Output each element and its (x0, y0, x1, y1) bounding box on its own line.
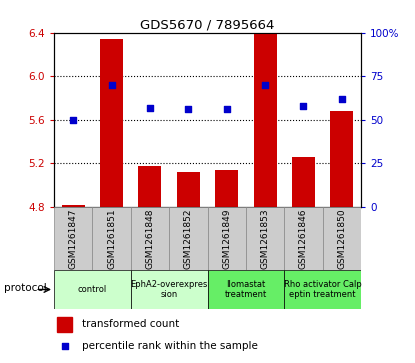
Bar (330, 111, 354, 207)
Text: GSM1261847: GSM1261847 (68, 208, 78, 269)
Text: GSM1261851: GSM1261851 (107, 208, 116, 269)
Bar (215, 170, 238, 207)
Text: GSM1261846: GSM1261846 (299, 208, 308, 269)
Bar (284, 270, 361, 309)
Bar (323, 207, 361, 270)
Bar (254, 5, 276, 207)
Bar (131, 270, 208, 309)
Bar (57, 317, 72, 332)
Bar (169, 207, 208, 270)
Point (108, 82, 115, 88)
Point (70, 117, 76, 123)
Text: transformed count: transformed count (82, 319, 179, 329)
Text: Ilomastat
treatment: Ilomastat treatment (225, 280, 267, 299)
Bar (54, 207, 92, 270)
Bar (208, 207, 246, 270)
Bar (246, 207, 284, 270)
Bar (208, 270, 284, 309)
Text: Rho activator Calp
eptin treatment: Rho activator Calp eptin treatment (284, 280, 361, 299)
Point (300, 103, 307, 109)
Bar (292, 157, 315, 207)
Text: GSM1261848: GSM1261848 (145, 208, 154, 269)
Bar (177, 172, 200, 207)
Point (262, 82, 269, 88)
Point (223, 106, 230, 112)
Bar (131, 207, 169, 270)
Text: GSM1261852: GSM1261852 (184, 208, 193, 269)
Bar (93, 207, 131, 270)
Point (339, 96, 345, 102)
Text: EphA2-overexpres
sion: EphA2-overexpres sion (130, 280, 208, 299)
Bar (62, 205, 85, 207)
Text: protocol: protocol (4, 283, 47, 293)
Bar (100, 39, 123, 207)
Point (61, 343, 68, 349)
Text: GSM1261853: GSM1261853 (261, 208, 270, 269)
Bar (54, 270, 131, 309)
Point (185, 106, 192, 112)
Bar (139, 166, 161, 207)
Text: GSM1261850: GSM1261850 (337, 208, 347, 269)
Text: GSM1261849: GSM1261849 (222, 208, 231, 269)
Text: control: control (78, 285, 107, 294)
Bar (284, 207, 323, 270)
Point (146, 105, 153, 110)
Title: GDS5670 / 7895664: GDS5670 / 7895664 (140, 19, 275, 32)
Text: percentile rank within the sample: percentile rank within the sample (82, 341, 257, 351)
